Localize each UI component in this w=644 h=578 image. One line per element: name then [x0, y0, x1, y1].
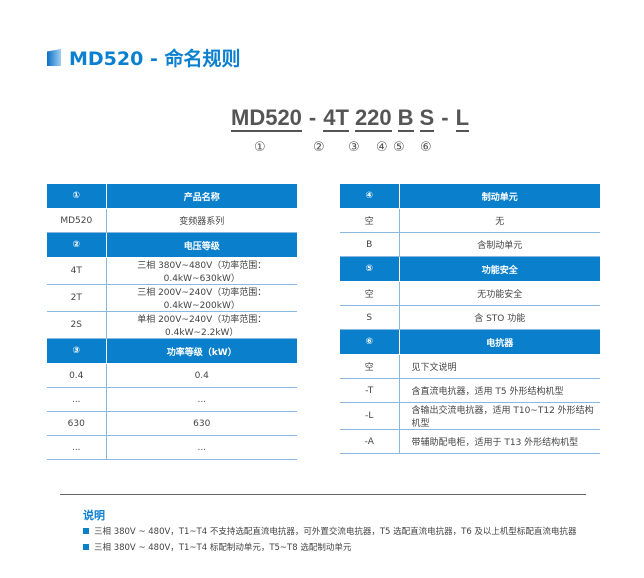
section-header-row: ② 电压等级	[47, 232, 297, 258]
description-cell: 三相 380V~480V（功率范围：0.4kW~630kW）	[106, 257, 297, 285]
table-row: 630 630	[47, 411, 297, 436]
code-cell: 4T	[47, 257, 107, 285]
bullet-square-icon	[83, 528, 89, 534]
description-cell: 630	[106, 411, 297, 436]
table-row: ......	[47, 435, 297, 460]
code-cell: ...	[47, 435, 107, 460]
code-cell: 0.4	[47, 363, 107, 388]
section-title: 功率等级（kW）	[106, 338, 297, 364]
section-title: 产品名称	[106, 184, 297, 209]
description-cell: 含输出交流电抗器，适用 T10~T12 外形结构机型	[399, 402, 600, 430]
table-row: 2T 三相 200V~240V（功率范围：0.4kW~200kW）	[47, 284, 297, 312]
section-number: ③	[47, 338, 107, 364]
description-cell: 0.4	[106, 363, 297, 388]
code-segment-series: MD520	[231, 105, 302, 132]
table-row: ......	[47, 387, 297, 412]
code-number: ④	[376, 140, 388, 155]
note-item: 三相 380V ~ 480V，T1~T4 标配制动单元，T5~T8 选配制动单元	[83, 541, 351, 553]
description-cell: 含 STO 功能	[399, 305, 600, 330]
table-row: -A 带辅助配电柜，适用于 T13 外形结构机型	[340, 429, 600, 454]
code-cell: 空	[340, 208, 400, 233]
code-cell: ...	[47, 387, 107, 412]
code-cell: 630	[47, 411, 107, 436]
code-cell: B	[340, 232, 400, 257]
description-cell: 无功能安全	[399, 281, 600, 306]
code-cell: 空	[340, 354, 400, 379]
model-code: MD520 - 4T 220 B S - L	[228, 106, 472, 132]
section-title: 制动单元	[399, 184, 600, 209]
description-cell: ...	[106, 387, 297, 412]
title-text: MD520 - 命名规则	[69, 48, 241, 70]
table-row: 空见下文说明	[340, 354, 600, 379]
note-item: 三相 380V ~ 480V，T1~T4 不支持选配直流电抗器，可外置交流电抗器…	[83, 525, 576, 537]
code-number: ①	[254, 140, 266, 155]
code-segment-voltage: 4T	[323, 105, 349, 132]
table-row: -L 含输出交流电抗器，适用 T10~T12 外形结构机型	[340, 402, 600, 430]
description-cell: 含直流电抗器，适用 T5 外形结构机型	[399, 378, 600, 403]
description-cell: 三相 200V~240V（功率范围：0.4kW~200kW）	[106, 284, 297, 312]
section-number: ⑤	[340, 256, 400, 282]
section-number: ②	[47, 232, 107, 258]
code-segment-power: 220	[354, 105, 392, 132]
section-title: 电抗器	[399, 329, 600, 355]
bullet-square-icon	[83, 544, 89, 550]
code-cell: S	[340, 305, 400, 330]
divider	[60, 494, 586, 495]
section-header-row: ④ 制动单元	[340, 184, 600, 209]
code-cell: 空	[340, 281, 400, 306]
section-header-row: ③ 功率等级（kW）	[47, 338, 297, 364]
code-segment-reactor: L	[455, 105, 470, 132]
section-header-row: ① 产品名称	[47, 184, 297, 209]
table-row: 2S 单相 200V~240V（功率范围：0.4kW~2.2kW）	[47, 311, 297, 339]
description-cell: 含制动单元	[399, 232, 600, 257]
code-cell: 2S	[47, 311, 107, 339]
code-segment-brake: B	[397, 105, 414, 132]
code-cell: MD520	[47, 208, 107, 233]
description-cell: 见下文说明	[399, 354, 600, 379]
code-dash: -	[308, 105, 317, 130]
table-row: 4T 三相 380V~480V（功率范围：0.4kW~630kW）	[47, 257, 297, 285]
right-spec-table: ④ 制动单元空无 B 含制动单元 ⑤ 功能安全空无功能安全 S 含 STO 功能 ⑥ 电抗器空见下…	[340, 184, 600, 454]
section-title: 电压等级	[106, 232, 297, 258]
notes-title: 说明	[83, 509, 105, 522]
section-number: ⑥	[340, 329, 400, 355]
description-cell: 无	[399, 208, 600, 233]
table-row: 空无功能安全	[340, 281, 600, 306]
section-header-row: ⑤ 功能安全	[340, 256, 600, 282]
code-cell: -L	[340, 402, 400, 430]
table-row: B 含制动单元	[340, 232, 600, 257]
description-cell: ...	[106, 435, 297, 460]
section-number: ①	[47, 184, 107, 209]
section-title: 功能安全	[399, 256, 600, 282]
code-cell: 2T	[47, 284, 107, 312]
table-row: -T 含直流电抗器，适用 T5 外形结构机型	[340, 378, 600, 403]
description-cell: 带辅助配电柜，适用于 T13 外形结构机型	[399, 429, 600, 454]
section-header-row: ⑥ 电抗器	[340, 329, 600, 355]
code-number: ⑥	[420, 140, 432, 155]
table-row: MD520 变频器系列	[47, 208, 297, 233]
description-cell: 单相 200V~240V（功率范围：0.4kW~2.2kW）	[106, 311, 297, 339]
table-row: 0.4 0.4	[47, 363, 297, 388]
description-cell: 变频器系列	[106, 208, 297, 233]
code-cell: -A	[340, 429, 400, 454]
code-segment-safety: S	[419, 105, 435, 132]
code-number: ②	[313, 140, 325, 155]
code-number: ③	[348, 140, 360, 155]
code-number: ⑤	[393, 140, 405, 155]
section-number: ④	[340, 184, 400, 209]
code-dash: -	[441, 105, 449, 130]
left-spec-table: ① 产品名称 MD520 变频器系列 ② 电压等级 4T 三相 380V~480V（功率范围：…	[47, 184, 297, 460]
page-title: MD520 - 命名规则	[47, 44, 240, 71]
section-marker-icon	[47, 49, 61, 66]
code-cell: -T	[340, 378, 400, 403]
table-row: 空无	[340, 208, 600, 233]
